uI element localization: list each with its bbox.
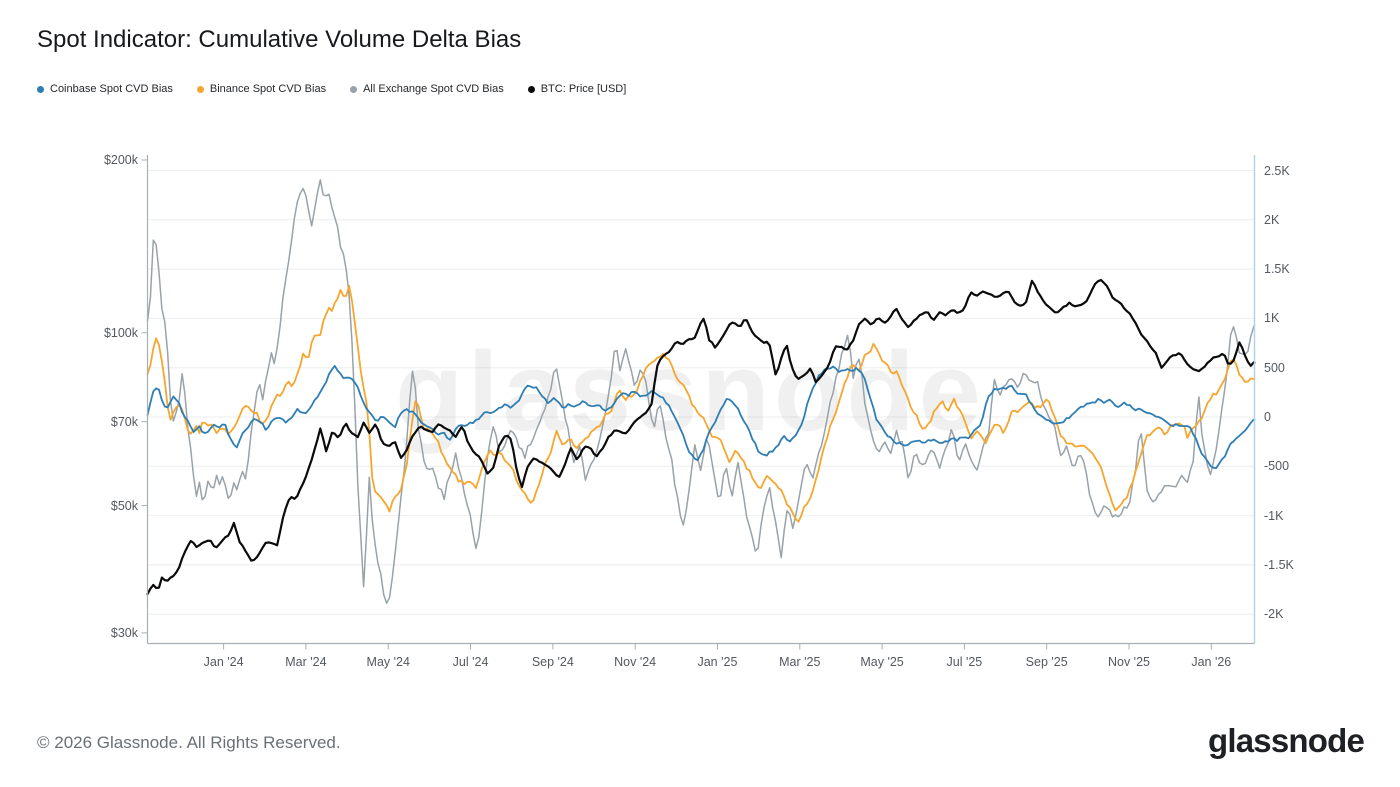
x-tick-label: Jan '24: [203, 655, 244, 669]
x-tick-label: Sep '24: [531, 655, 574, 669]
y-right-tick-label: -1K: [1264, 508, 1284, 523]
x-tick-label: Jan '25: [697, 655, 738, 669]
y-left-tick-label: $50k: [110, 498, 138, 513]
series-line-coinbase-spot-cvd-bias: [146, 365, 1256, 469]
legend-dot-icon: [350, 85, 358, 93]
y-left-tick-label: $70k: [110, 414, 138, 429]
series-line-all-exchange-spot-cvd-bias: [146, 179, 1256, 604]
x-tick-label: Jul '24: [452, 655, 489, 669]
y-left-tick-label: $100k: [103, 325, 138, 340]
legend-item-label: All Exchange Spot CVD Bias: [363, 83, 504, 95]
x-tick-label: May '25: [860, 655, 904, 669]
y-right-tick-label: 1.5K: [1264, 262, 1290, 277]
y-right-tick-label: -2K: [1264, 607, 1284, 622]
y-right-tick-label: 1K: [1264, 311, 1280, 326]
legend-item-all-exchange-spot-cvd-bias[interactable]: All Exchange Spot CVD Bias: [350, 83, 504, 95]
glassnode-logo: glassnode: [1207, 722, 1365, 759]
legend-item-coinbase-spot-cvd-bias[interactable]: Coinbase Spot CVD Bias: [37, 83, 173, 95]
x-tick-label: Mar '25: [779, 655, 821, 669]
legend-dot-icon: [527, 85, 535, 93]
legend-item-label: Binance Spot CVD Bias: [209, 83, 327, 95]
y-left-tick-label: $200k: [103, 153, 138, 167]
legend-item-label: BTC: Price [USD]: [540, 83, 627, 95]
series-line-btc-price-usd-: [146, 278, 1256, 596]
legend: Coinbase Spot CVD Bias Binance Spot CVD B…: [37, 83, 626, 95]
x-tick-label: May '24: [366, 655, 410, 669]
page-title: Spot Indicator: Cumulative Volume Delta …: [37, 26, 522, 53]
series-line-binance-spot-cvd-bias: [146, 285, 1256, 523]
y-right-tick-label: 2.5K: [1264, 163, 1290, 178]
y-right-tick-label: 2K: [1264, 212, 1280, 227]
x-tick-label: Jan '26: [1191, 655, 1232, 669]
x-tick-label: Mar '24: [285, 655, 327, 669]
x-tick-label: Nov '25: [1107, 655, 1150, 669]
x-tick-label: Jul '25: [946, 655, 983, 669]
x-tick-label: Nov '24: [614, 655, 657, 669]
y-right-tick-label: -500: [1264, 459, 1290, 474]
copyright-text: © 2026 Glassnode. All Rights Reserved.: [37, 733, 341, 752]
legend-item-label: Coinbase Spot CVD Bias: [50, 83, 173, 95]
y-right-tick-label: 0: [1264, 410, 1271, 424]
legend-item-btc-price-usd-[interactable]: BTC: Price [USD]: [527, 83, 627, 95]
legend-item-binance-spot-cvd-bias[interactable]: Binance Spot CVD Bias: [196, 83, 327, 95]
y-right-tick-label: -1.5K: [1264, 557, 1294, 572]
legend-dot-icon: [196, 85, 204, 93]
glassnode-watermark: glassnode: [395, 329, 985, 454]
x-tick-label: Sep '25: [1025, 655, 1068, 669]
y-right-tick-label: 500: [1264, 360, 1285, 375]
legend-dot-icon: [37, 85, 44, 93]
chart-area: glassnode $200k $100k $70k $50k $30k 2.5K 2K 1.…: [0, 0, 1400, 710]
chart-canvas[interactable]: glassnode: [0, 0, 1400, 710]
y-left-tick-label: $30k: [110, 625, 138, 640]
